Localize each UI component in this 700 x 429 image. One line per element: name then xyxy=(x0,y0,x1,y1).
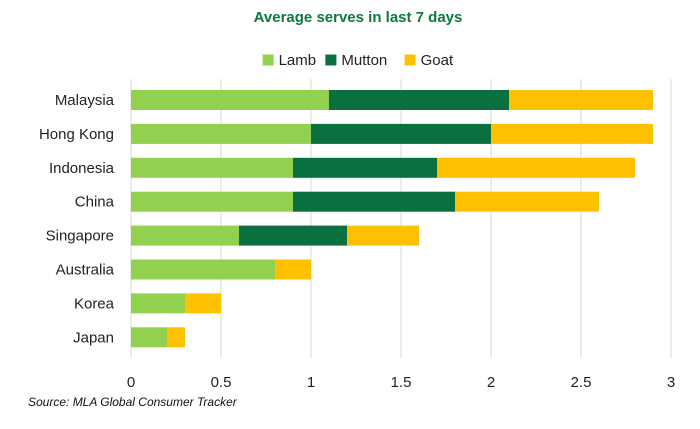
bar-china-lamb xyxy=(131,191,293,212)
bar-malaysia-lamb xyxy=(131,90,329,110)
x-tick-label-4: 2 xyxy=(487,374,495,391)
legend-swatch-mutton xyxy=(325,54,337,66)
category-label-indonesia: Indonesia xyxy=(49,160,115,177)
bar-japan-goat xyxy=(167,327,185,348)
category-label-korea: Korea xyxy=(74,295,115,312)
bar-singapore-mutton xyxy=(239,225,347,246)
bar-hong-kong-goat xyxy=(491,123,653,144)
legend-label-goat: Goat xyxy=(421,52,454,69)
bar-hong-kong-lamb xyxy=(131,123,311,144)
x-tick-label-2: 1 xyxy=(307,374,315,391)
bar-australia-lamb xyxy=(131,259,275,280)
grid-lines xyxy=(130,79,672,359)
legend-label-mutton: Mutton xyxy=(341,52,387,69)
bar-china-goat xyxy=(455,191,599,212)
bar-malaysia-goat xyxy=(509,90,653,110)
bar-indonesia-lamb xyxy=(131,157,293,178)
bars xyxy=(131,90,653,348)
x-tick-label-0: 0 xyxy=(127,374,135,391)
bar-singapore-lamb xyxy=(131,225,239,246)
bar-china-mutton xyxy=(293,191,455,212)
source-note: Source: MLA Global Consumer Tracker xyxy=(28,395,237,409)
bar-indonesia-mutton xyxy=(293,157,437,178)
x-tick-label-6: 3 xyxy=(667,374,675,391)
category-label-hong-kong: Hong Kong xyxy=(39,126,114,143)
chart-title: Average serves in last 7 days xyxy=(254,9,463,26)
x-tick-labels: 0 0.5 1 1.5 2 2.5 3 xyxy=(127,374,675,391)
bar-korea-goat xyxy=(185,293,221,314)
legend: Lamb Mutton Goat xyxy=(262,52,454,69)
category-label-japan: Japan xyxy=(73,329,114,346)
bar-japan-lamb xyxy=(131,327,167,348)
category-label-australia: Australia xyxy=(56,262,115,279)
bar-hong-kong-mutton xyxy=(311,123,491,144)
category-labels: Malaysia Hong Kong Indonesia China Singapore… xyxy=(39,92,115,346)
bar-korea-lamb xyxy=(131,293,185,314)
category-label-malaysia: Malaysia xyxy=(55,92,115,109)
bar-indonesia-goat xyxy=(437,157,635,178)
legend-swatch-lamb xyxy=(262,54,274,66)
category-label-singapore: Singapore xyxy=(46,228,114,245)
bar-australia-goat xyxy=(275,259,311,280)
legend-swatch-goat xyxy=(404,54,416,66)
bar-malaysia-mutton xyxy=(329,90,509,110)
x-tick-label-3: 1.5 xyxy=(391,374,412,391)
x-tick-label-1: 0.5 xyxy=(211,374,232,391)
legend-label-lamb: Lamb xyxy=(279,52,317,69)
category-label-china: China xyxy=(75,194,115,211)
bar-singapore-goat xyxy=(347,225,419,246)
x-tick-label-5: 2.5 xyxy=(571,374,592,391)
